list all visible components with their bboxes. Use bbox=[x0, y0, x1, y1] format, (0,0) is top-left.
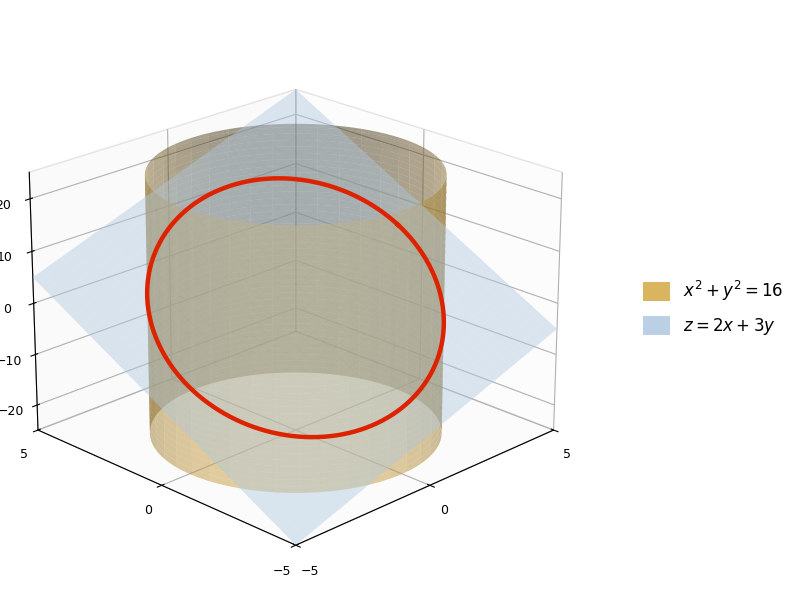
Legend: $x^2 + y^2 = 16$, $z = 2x + 3y$: $x^2 + y^2 = 16$, $z = 2x + 3y$ bbox=[634, 270, 792, 346]
